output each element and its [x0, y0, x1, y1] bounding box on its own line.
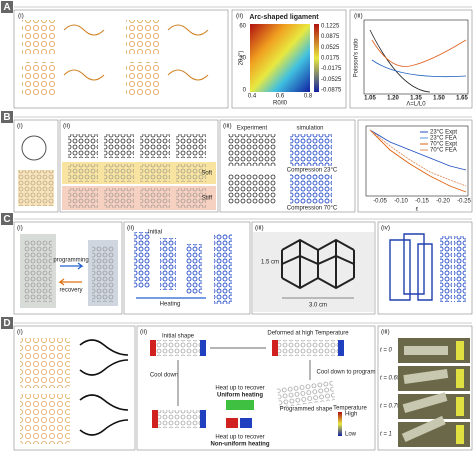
panel-label: B — [3, 112, 10, 123]
note: Compression 23°C — [287, 168, 338, 174]
plot-title: Arc-shaped ligament — [249, 14, 319, 21]
subpanel-label: (iii) — [255, 225, 264, 232]
note: programming — [53, 258, 88, 264]
time-label: t = 0.75 — [380, 404, 401, 410]
note: Programmed shape — [280, 407, 333, 413]
note: Non-uniform heating — [211, 442, 270, 448]
x-label: Λ=L/L0 — [406, 102, 426, 108]
subpanel-label: (i) — [18, 13, 24, 20]
panel-label: A — [3, 2, 10, 13]
x-tick: 1.50 — [433, 96, 445, 102]
legend-label: 70°C Expt — [430, 142, 457, 148]
legend-label: 23°C FEA — [430, 136, 457, 142]
heater — [456, 369, 464, 388]
legend-label: 70°C FEA — [430, 148, 457, 154]
sample — [404, 346, 448, 355]
column-header: Experiment — [237, 126, 268, 132]
x-tick: -0.25 — [457, 199, 471, 205]
panel-d: D (i) (ii) Initial shape Deformed at hig… — [1, 317, 473, 451]
subpanel-label: (i) — [17, 329, 23, 336]
panel-a: A (i) (ii) Arc-shaped ligament 2θ (°) 60… — [1, 1, 473, 109]
x-tick: 1.05 — [364, 96, 376, 102]
time-label: t = 1 — [380, 432, 392, 438]
x-tick: 0.6 — [276, 94, 285, 100]
x-label: R0/l0 — [273, 101, 288, 107]
y-tick: 30 — [239, 56, 246, 62]
note: Initial shape — [162, 334, 195, 340]
x-tick: 1.20 — [387, 96, 399, 102]
y-tick: 0 — [243, 88, 247, 94]
note: Heating — [160, 302, 181, 308]
subpanel-label: (iii) — [354, 13, 363, 20]
note: Low — [345, 432, 357, 438]
x-tick: -0.05 — [373, 199, 387, 205]
panel-b: B (i) (ii) Soft Stiff (iii) Experiment s… — [1, 111, 473, 213]
note: Initial — [148, 230, 162, 236]
x-tick: 0.8 — [304, 94, 313, 100]
note: Uniform heating — [217, 393, 263, 399]
panel-label: C — [3, 214, 10, 225]
sample — [401, 415, 446, 443]
subpanel-label: (i) — [17, 123, 23, 130]
x-label: ε — [416, 207, 419, 213]
y-label: 2θ (°) — [239, 51, 245, 66]
subpanel-label: (ii) — [140, 329, 147, 336]
note: Soft — [201, 171, 212, 177]
note: Heat up to recover — [215, 386, 264, 392]
colorbar-tick: 0.1225 — [321, 24, 340, 30]
subpanel-label: (iii) — [223, 123, 232, 130]
colorbar-tick: -0.0525 — [321, 77, 342, 83]
colorbar-tick: -0.0175 — [321, 66, 342, 72]
colorbar-tick: 0.0525 — [321, 45, 340, 51]
x-tick: -0.15 — [415, 199, 429, 205]
column-header: simulation — [296, 126, 323, 132]
note: 1.5 cm — [261, 260, 279, 266]
note: recovery — [59, 288, 82, 294]
x-tick: -0.20 — [436, 199, 450, 205]
note: Temperature — [333, 406, 367, 412]
note: High — [345, 412, 357, 418]
legend-label: 23°C Expt — [430, 130, 457, 136]
note: Deformed at high Temperature — [267, 331, 349, 337]
note: Cool down — [150, 373, 178, 379]
note: Compression 70°C — [287, 206, 338, 212]
panel-c: C (i) programming recovery (ii) Initial … — [1, 213, 473, 315]
subpanel-label: (ii) — [236, 13, 243, 20]
y-tick: 60 — [239, 24, 246, 30]
x-tick: 1.65 — [456, 96, 468, 102]
time-label: t = 0.65 — [380, 376, 401, 382]
x-tick: -0.10 — [394, 199, 408, 205]
colorbar-tick: 0.0175 — [321, 56, 340, 62]
sample — [402, 392, 448, 414]
heater — [456, 397, 464, 416]
y-label: Poisson's ratio — [354, 38, 360, 77]
subpanel-label: (ii) — [63, 123, 70, 130]
heater — [456, 341, 464, 360]
x-tick: 1.35 — [410, 96, 422, 102]
time-label: t = 0 — [380, 348, 393, 354]
subpanel-label: (ii) — [127, 225, 134, 232]
subpanel-label: (iii) — [381, 329, 390, 336]
sample — [403, 368, 449, 385]
panel-label: D — [3, 318, 10, 329]
subpanel-label: (iv) — [381, 225, 390, 232]
note: Heat up to recover — [215, 435, 264, 441]
colorbar-tick: 0.0875 — [321, 34, 340, 40]
note: Stiff — [202, 196, 213, 202]
note: Cool down to program — [316, 370, 375, 376]
note: 3.0 cm — [309, 303, 327, 309]
x-tick: 0.4 — [248, 94, 257, 100]
subpanel-label: (i) — [17, 225, 23, 232]
colorbar-tick: -0.0875 — [321, 88, 342, 94]
heater — [456, 425, 464, 444]
